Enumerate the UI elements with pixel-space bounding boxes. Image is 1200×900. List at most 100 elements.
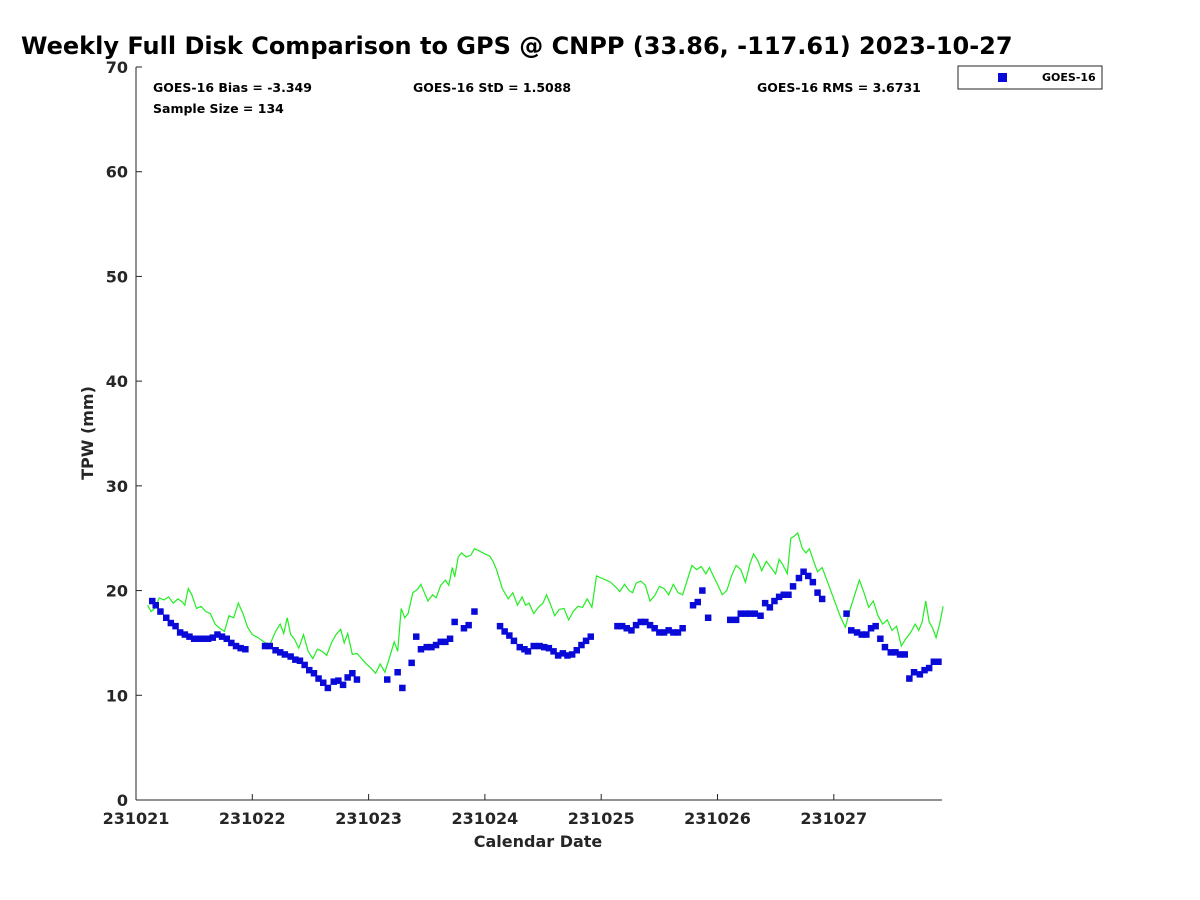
goes16-point — [315, 675, 322, 682]
goes16-point — [742, 610, 749, 617]
goes16-point — [761, 599, 769, 607]
std-annotation: GOES-16 StD = 1.5088 — [413, 80, 571, 95]
goes16-point — [704, 614, 712, 621]
goes16-point — [218, 633, 226, 640]
goes16-point — [910, 669, 918, 676]
goes16-point — [853, 629, 861, 636]
x-axis-label: Calendar Date — [474, 832, 603, 851]
chart-title: Weekly Full Disk Comparison to GPS @ CNP… — [21, 32, 1013, 60]
x-tick-label: 231027 — [800, 809, 867, 828]
goes16-point — [339, 681, 347, 689]
goes16-point — [320, 679, 327, 686]
goes16-point — [632, 621, 640, 629]
y-tick-label: 60 — [106, 163, 128, 182]
goes16-point — [281, 651, 289, 658]
goes16-point — [651, 625, 658, 632]
goes16-point — [335, 677, 342, 684]
y-ticks: 0 10 20 30 40 50 60 70 — [106, 58, 142, 810]
goes16-point — [771, 597, 778, 605]
goes16-point — [737, 610, 744, 617]
goes16-point — [660, 629, 668, 636]
goes16-point — [384, 676, 391, 683]
goes16-point — [628, 627, 635, 634]
goes16-point — [818, 595, 826, 603]
goes16-point — [550, 648, 557, 655]
goes16-point — [510, 637, 518, 645]
goes16-point — [674, 629, 682, 636]
goes16-point — [530, 642, 537, 650]
goes16-point — [399, 684, 406, 692]
goes16-point — [858, 631, 865, 638]
x-tick-label: 231022 — [219, 809, 286, 828]
goes16-point — [451, 618, 458, 626]
goes16-point — [460, 625, 468, 632]
goes16-point — [541, 643, 548, 651]
goes16-point — [200, 635, 207, 642]
goes16-point — [214, 631, 221, 638]
goes16-series — [149, 568, 942, 692]
goes16-point — [689, 602, 697, 609]
goes16-point — [732, 616, 740, 624]
goes16-point — [204, 635, 212, 642]
goes16-point — [292, 656, 299, 663]
goes16-point — [536, 642, 543, 650]
goes16-point — [149, 597, 156, 605]
y-tick-label: 10 — [106, 686, 128, 705]
goes16-point — [306, 666, 313, 674]
sample-size-annotation: Sample Size = 134 — [153, 101, 284, 116]
goes16-point — [287, 653, 294, 660]
goes16-point — [423, 643, 430, 651]
goes16-point — [324, 684, 332, 692]
y-tick-label: 70 — [106, 58, 128, 77]
goes16-point — [157, 608, 164, 615]
goes16-point — [614, 622, 621, 630]
goes16-point — [809, 578, 817, 586]
goes16-point — [863, 631, 870, 638]
goes16-point — [501, 628, 508, 635]
goes16-point — [554, 652, 562, 659]
goes16-point — [805, 572, 812, 580]
goes16-point — [190, 635, 198, 642]
goes16-point — [925, 664, 933, 672]
y-tick-label: 0 — [117, 791, 128, 810]
goes16-point — [516, 643, 523, 651]
x-tick-label: 231025 — [568, 809, 635, 828]
y-tick-label: 20 — [106, 582, 128, 601]
goes16-point — [394, 669, 401, 676]
legend-marker — [998, 73, 1007, 82]
goes16-point — [417, 646, 425, 653]
goes16-point — [935, 658, 942, 665]
legend-label: GOES-16 — [1042, 71, 1096, 84]
goes16-point — [228, 639, 235, 647]
goes16-point — [665, 627, 672, 634]
goes16-point — [301, 661, 308, 669]
goes16-point — [848, 627, 855, 634]
x-tick-label: 231024 — [452, 809, 519, 828]
goes16-point — [242, 646, 249, 653]
goes16-point — [272, 647, 279, 654]
goes16-point — [573, 647, 580, 654]
legend-box — [957, 65, 1103, 90]
goes16-point — [881, 643, 889, 651]
goes16-point — [524, 648, 532, 655]
y-axis-label: TPW (mm) — [78, 386, 97, 480]
goes16-point — [181, 631, 189, 638]
goes16-point — [896, 651, 904, 658]
goes16-point — [623, 625, 630, 632]
x-tick-label: 231026 — [684, 809, 751, 828]
goes16-point — [176, 629, 184, 636]
goes16-point — [930, 658, 938, 665]
x-ticks: 231021 231022 231023 231024 231025 231026 2310… — [103, 794, 867, 828]
goes16-point — [209, 634, 216, 641]
goes16-point — [877, 635, 884, 642]
goes16-point — [694, 598, 701, 606]
goes16-point — [330, 678, 337, 685]
goes16-point — [232, 642, 240, 650]
goes16-point — [496, 622, 504, 630]
goes16-point — [892, 649, 899, 656]
goes16-point — [172, 622, 179, 630]
goes16-point — [344, 674, 351, 681]
goes16-point — [887, 649, 894, 656]
goes16-point — [785, 591, 792, 598]
